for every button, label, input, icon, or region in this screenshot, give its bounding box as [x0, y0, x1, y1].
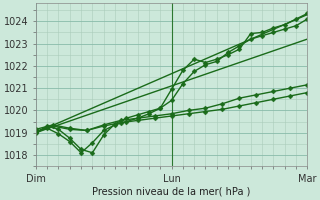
X-axis label: Pression niveau de la mer( hPa ): Pression niveau de la mer( hPa ): [92, 187, 251, 197]
